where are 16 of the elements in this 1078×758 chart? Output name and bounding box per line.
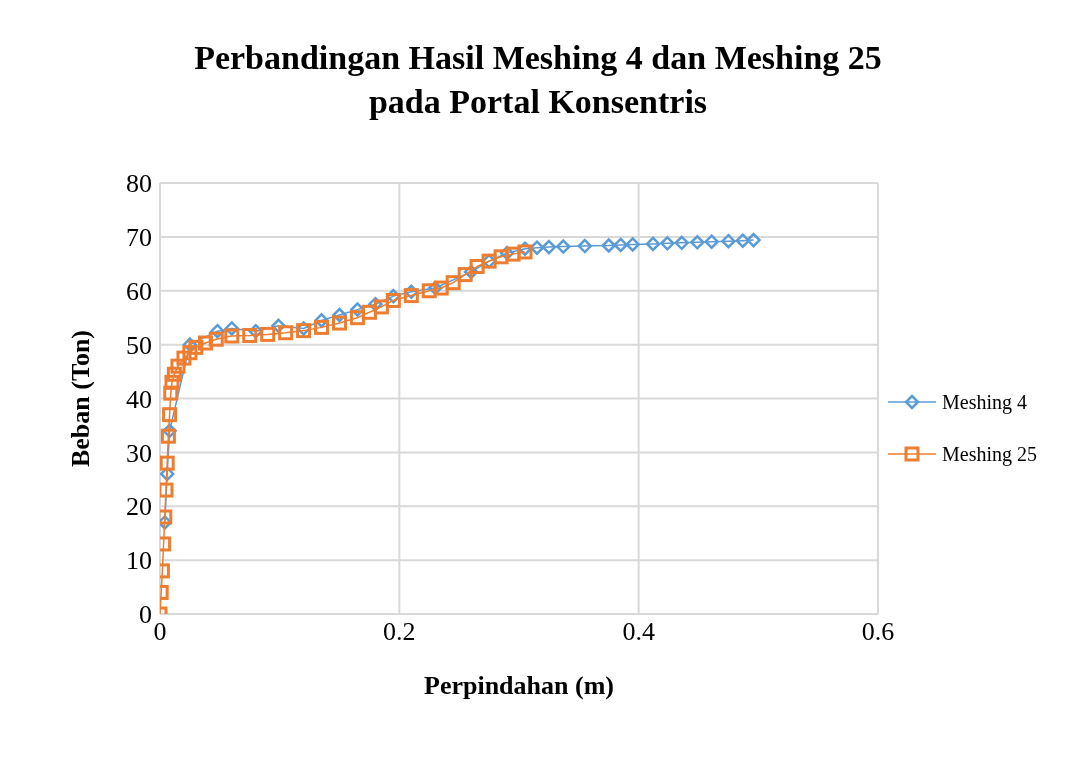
y-tick-label: 20 (126, 492, 152, 522)
y-tick-label: 40 (126, 384, 152, 414)
y-tick-label: 80 (126, 169, 152, 199)
legend-label: Meshing 25 (942, 442, 1037, 466)
x-tick-label: 0.2 (383, 617, 416, 647)
y-tick-label: 50 (126, 330, 152, 360)
y-axis-title: Beban (Ton) (66, 329, 96, 468)
legend-label: Meshing 4 (942, 390, 1027, 414)
x-axis-title: Perpindahan (m) (424, 671, 614, 700)
y-tick-label: 10 (126, 546, 152, 576)
chart-title: Perbandingan Hasil Meshing 4 dan Meshing 25 pada Portal Konsentris (193, 38, 883, 122)
x-tick-label: 0.6 (861, 617, 895, 647)
y-tick-label: 70 (126, 223, 152, 253)
x-tick-label: 0.4 (622, 617, 655, 647)
y-tick-label: 30 (126, 438, 152, 468)
y-tick-label: 60 (126, 276, 152, 306)
